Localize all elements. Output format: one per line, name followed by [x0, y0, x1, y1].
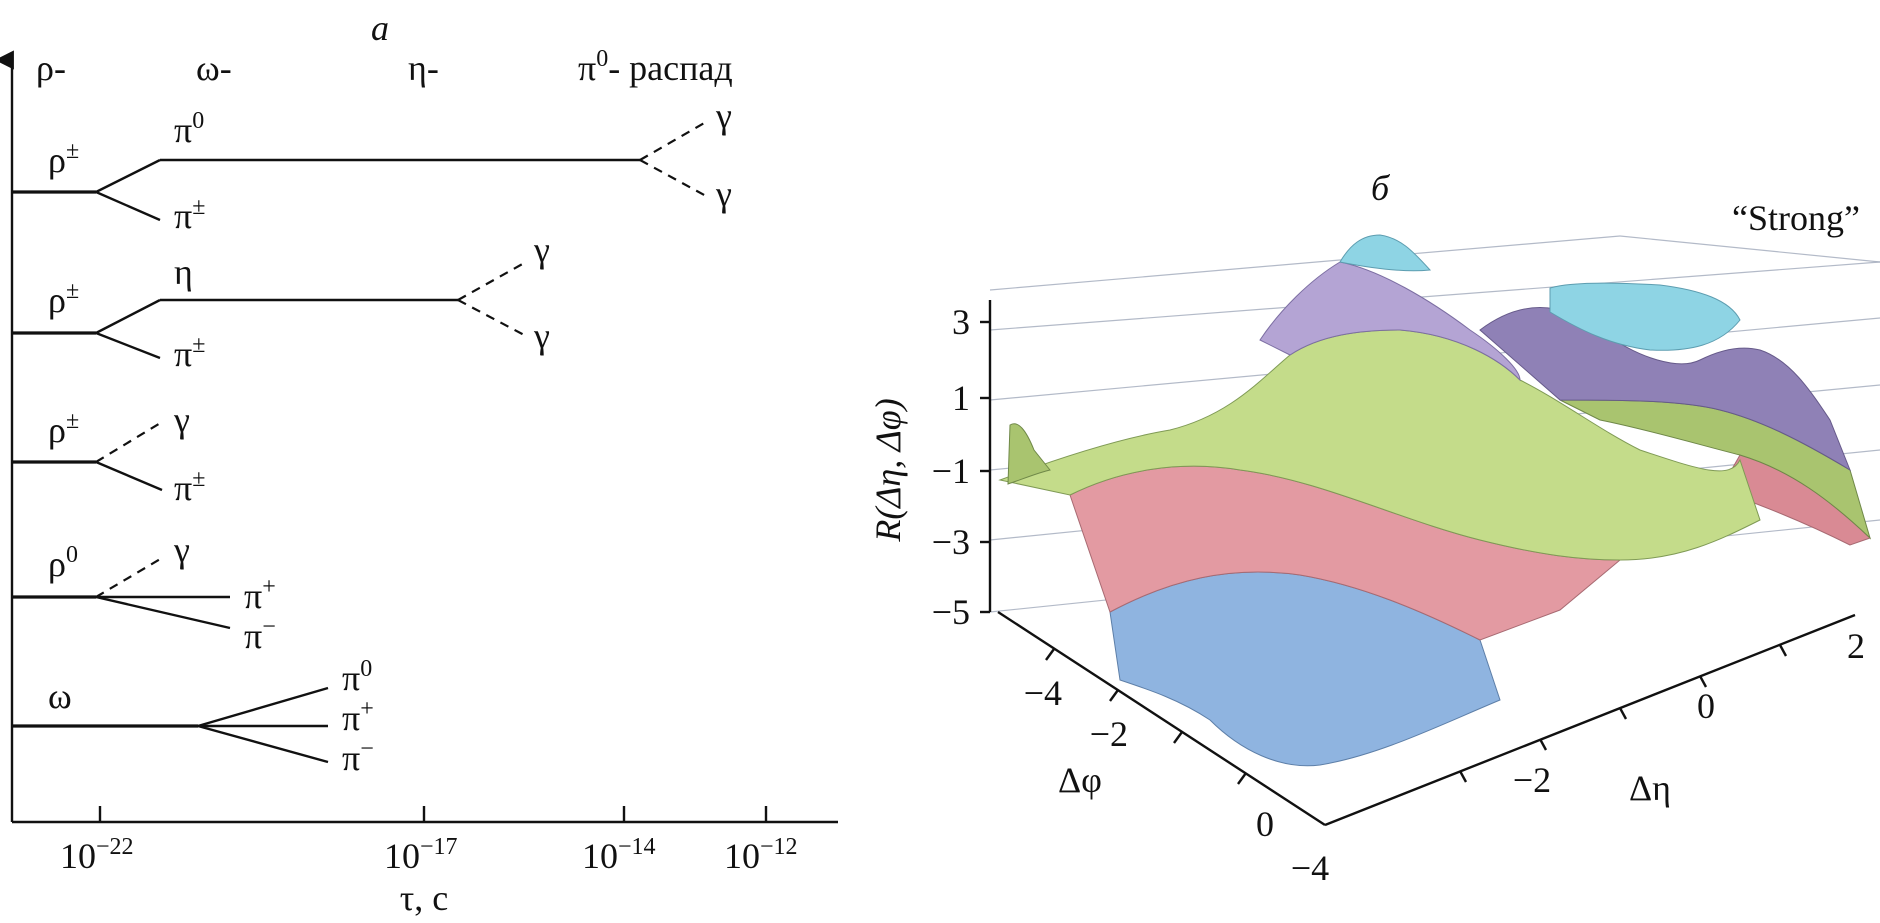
- parent-label: ρ±: [48, 408, 79, 450]
- photon-label: γ: [533, 230, 550, 270]
- eta-axis: [1324, 613, 1856, 827]
- parent-label: ω: [48, 676, 72, 716]
- eta-tick-label: −4: [1291, 848, 1329, 888]
- parent-label: ρ0: [48, 542, 78, 584]
- daughter-label: π±: [174, 194, 205, 236]
- phi-tick-mark: [1045, 648, 1055, 661]
- surface-plot: [998, 234, 1872, 767]
- daughter-label: π+: [244, 574, 276, 616]
- x-tick-label: 10−22: [60, 834, 134, 876]
- eta-tick-mark: [1618, 707, 1628, 720]
- eta-axis-label: Δη: [1629, 768, 1671, 808]
- daughter-line: [95, 595, 231, 630]
- x-tick-label: 10−12: [724, 834, 798, 876]
- z-tick-label: −3: [932, 522, 970, 562]
- photon-label: γ: [715, 174, 732, 214]
- daughter-line: [197, 724, 329, 764]
- surface-band-top-left: [1339, 234, 1432, 272]
- eta-tick-mark: [1458, 770, 1468, 783]
- daughter-line: [95, 190, 161, 222]
- phi-tick-label: 0: [1256, 804, 1274, 844]
- decay-row-3: ρ± γ π±: [12, 400, 205, 508]
- parent-label: ρ±: [48, 278, 79, 320]
- panel-a-label: а: [371, 8, 389, 48]
- eta-tick-mark: [1778, 644, 1788, 657]
- photon-label: γ: [533, 316, 550, 356]
- phi-axis-label: Δφ: [1058, 760, 1102, 800]
- x-axis-label: τ, с: [400, 878, 448, 918]
- header-omega-decay: ω-: [196, 48, 232, 88]
- phi-tick-label: −4: [1024, 673, 1062, 713]
- header-pi0-decay: π0- распад: [578, 46, 733, 88]
- daughter-label: π±: [174, 466, 205, 508]
- surface-band-mid: [998, 329, 1761, 561]
- photon-line: [639, 121, 707, 161]
- photon-line: [95, 557, 163, 598]
- panel-a: а ρ- ω- η- π0- распад 10−22 10−17 10−14 …: [0, 8, 838, 918]
- eta-tick-label: 0: [1697, 686, 1715, 726]
- surface-edge-left-fold: [1007, 423, 1051, 485]
- daughter-line: [95, 158, 161, 194]
- daughter-line: [95, 331, 161, 360]
- daughter-label: π−: [342, 736, 374, 778]
- eta-tick-mark: [1538, 738, 1548, 751]
- phi-tick-label: −2: [1090, 714, 1128, 754]
- photon-line: [95, 421, 163, 463]
- daughter-label: π−: [244, 614, 276, 656]
- decay-row-4: ρ0 γ π+ π−: [12, 530, 276, 656]
- photon-line: [639, 159, 707, 197]
- header-rho-decay: ρ-: [36, 48, 66, 88]
- phi-axis: [997, 610, 1326, 827]
- x-tick-label: 10−17: [384, 834, 458, 876]
- photon-label: γ: [173, 400, 190, 440]
- phi-tick-mark: [1173, 731, 1183, 744]
- daughter-label: π+: [342, 696, 374, 738]
- phi-tick-mark: [1237, 772, 1247, 785]
- panel-b-label: б: [1371, 168, 1391, 208]
- z-tick-label: 3: [952, 302, 970, 342]
- eta-tick-label: 2: [1847, 626, 1865, 666]
- panel-b-title: “Strong”: [1732, 198, 1860, 238]
- daughter-label: π0: [342, 656, 372, 698]
- z-tick-label: 1: [952, 378, 970, 418]
- z-tick-label: −1: [932, 451, 970, 491]
- daughter-label: η: [174, 252, 193, 292]
- surface-band-high: [1259, 261, 1521, 382]
- z-tick-label: −5: [932, 592, 970, 632]
- x-tick-label: 10−14: [582, 834, 656, 876]
- decay-row-5: ω π0 π+ π−: [12, 656, 374, 778]
- daughter-label: π0: [174, 108, 204, 150]
- photon-line: [457, 299, 527, 337]
- decay-row-2: ρ± η π± γ γ: [12, 230, 550, 374]
- daughter-label: π±: [174, 332, 205, 374]
- eta-tick-label: −2: [1513, 760, 1551, 800]
- z-axis-label: R(Δη, Δφ): [868, 398, 908, 542]
- decay-row-1: ρ± π0 π± γ γ: [12, 96, 732, 236]
- photon-label: γ: [173, 530, 190, 570]
- parent-label: ρ±: [48, 138, 79, 180]
- daughter-line: [95, 298, 161, 335]
- photon-line: [457, 261, 527, 301]
- photon-label: γ: [715, 96, 732, 136]
- daughter-line: [95, 460, 163, 492]
- header-eta-decay: η-: [408, 48, 439, 88]
- phi-tick-mark: [1109, 689, 1119, 702]
- eta-tick-mark: [1698, 675, 1708, 688]
- surface-band-top-right: [1549, 282, 1741, 351]
- daughter-line: [197, 686, 329, 728]
- panel-b: б “Strong”: [868, 168, 1880, 888]
